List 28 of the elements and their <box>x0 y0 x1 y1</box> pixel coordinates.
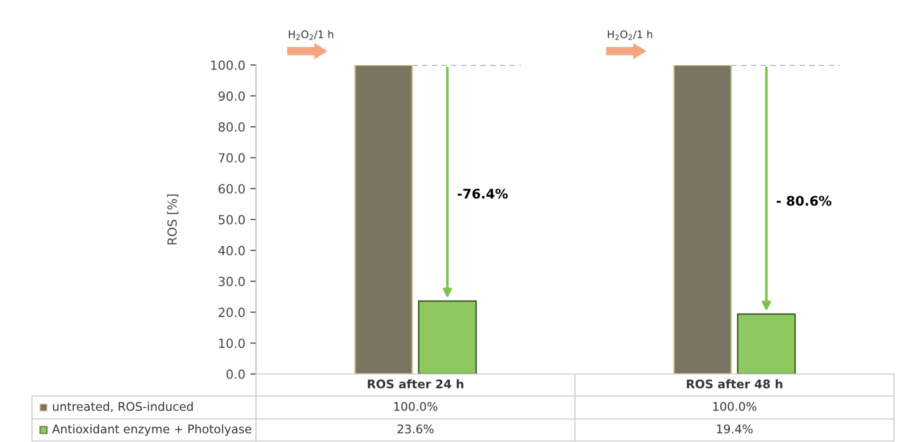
y-tick-label: 10.0 <box>219 338 245 348</box>
y-tick-label: 70.0 <box>218 153 245 163</box>
y-tick-label: 100.0 <box>211 60 245 70</box>
legend-label: Antioxidant enzyme + Photolyase <box>52 424 252 436</box>
text: H$_{2}$O$_{2}$/1 h <box>288 30 334 40</box>
y-tick-label: 40.0 <box>218 246 245 256</box>
bar <box>418 300 477 374</box>
x-tick-label: ROS after 24 h <box>368 379 464 388</box>
text: H$_{2}$O$_{2}$/1 h <box>608 30 652 40</box>
y-tick-label: 60.0 <box>218 184 245 194</box>
bar <box>673 65 732 374</box>
annotation: - 80.6% <box>776 196 832 206</box>
bar <box>354 65 414 374</box>
data-label: 100.0% <box>394 402 438 411</box>
y-tick-label: 20.0 <box>218 308 245 318</box>
annotation: -76.4% <box>458 188 508 199</box>
data-label: 100.0% <box>713 402 756 411</box>
x-tick-label: ROS after 48 h <box>686 379 782 388</box>
y-tick-label: 0.0 <box>226 369 245 379</box>
y-tick-label: 50.0 <box>218 214 245 224</box>
y-tick-label: 30.0 <box>218 276 245 286</box>
legend-label: untreated, ROS-induced <box>53 402 193 412</box>
y-axis-title: ROS [%] <box>167 194 178 244</box>
data-label: 19.4% <box>717 424 753 434</box>
y-tick-label: 90.0 <box>218 91 245 101</box>
bar <box>736 313 796 374</box>
y-tick-label: 80.0 <box>218 122 245 132</box>
data-label: 23.6% <box>398 424 434 434</box>
